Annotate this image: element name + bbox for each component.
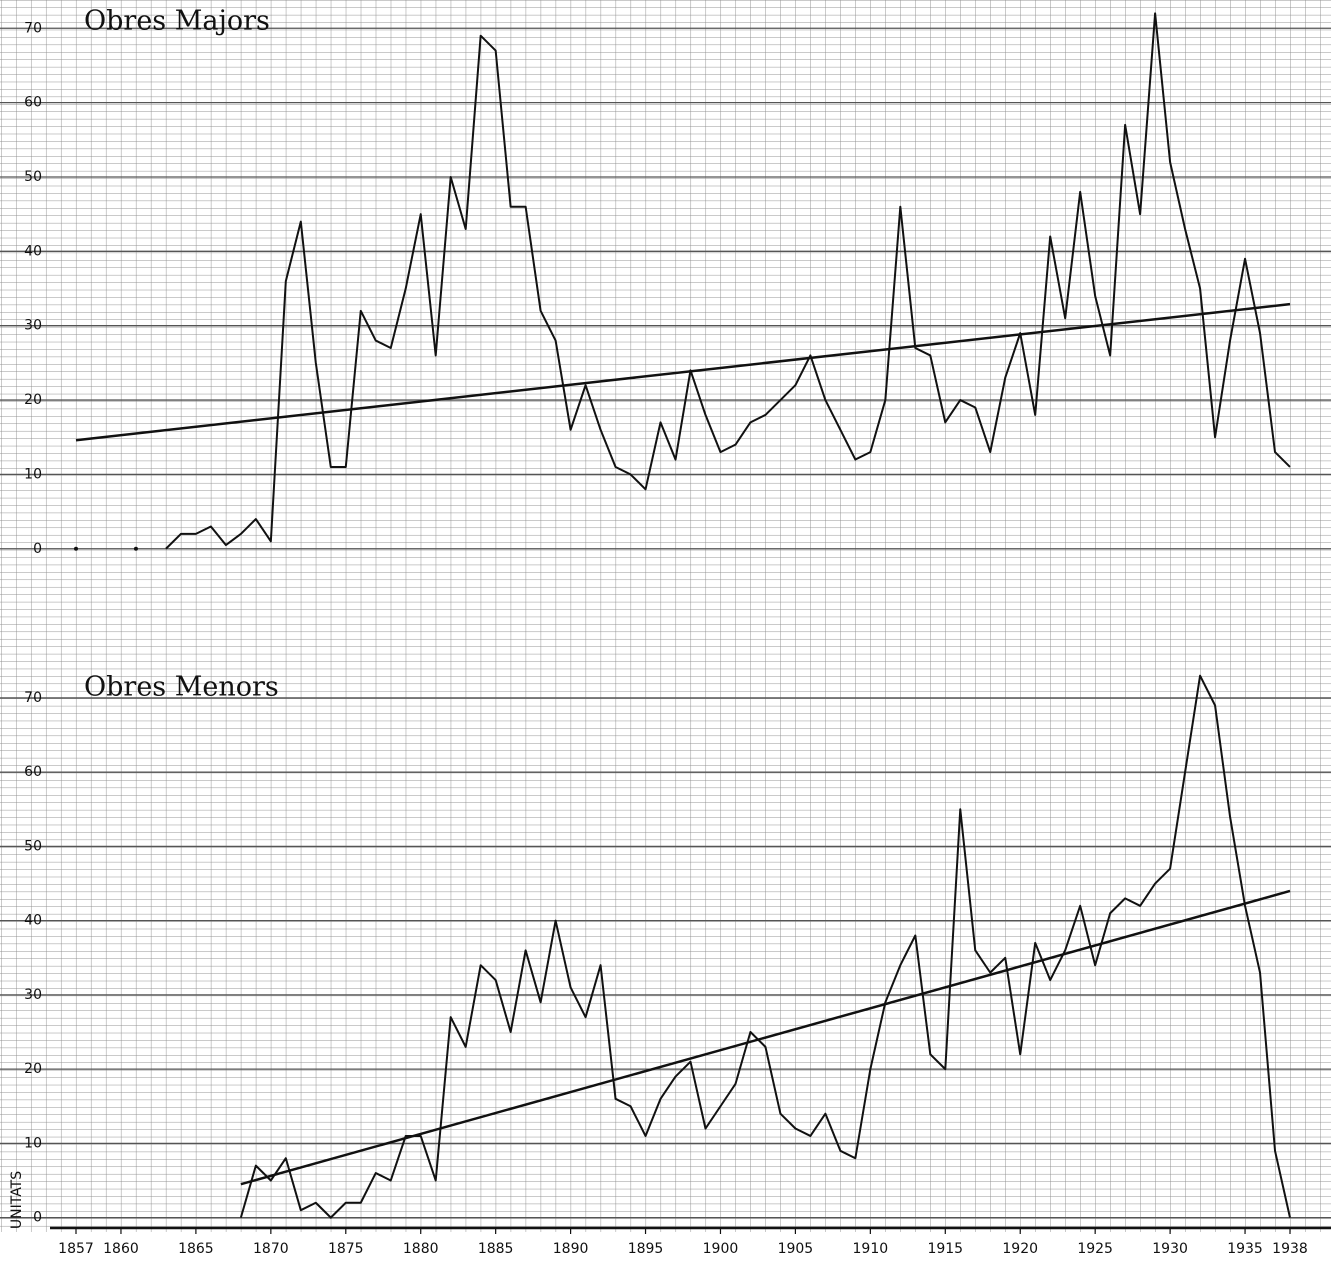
y-tick-label: 70: [24, 20, 42, 36]
y-tick-label: 50: [24, 169, 42, 185]
x-tick-label: 1885: [478, 1241, 514, 1257]
x-tick-label: 1875: [328, 1241, 364, 1257]
y-tick-label: 10: [24, 466, 42, 482]
x-tick-label: 1870: [253, 1241, 289, 1257]
y-tick-label: 30: [24, 987, 42, 1003]
y-tick-label: 40: [24, 243, 42, 259]
x-tick-label: 1880: [403, 1241, 439, 1257]
y-tick-label: 0: [33, 541, 42, 557]
plot-layer: 0 10 20 30 40 50 60 70 Obres Majors 0 10 20 30 40 50 60…: [0, 6, 1331, 1257]
y-tick-label: 70: [24, 690, 42, 706]
data-point: [74, 546, 78, 551]
x-tick-label: 1865: [178, 1241, 214, 1257]
y-tick-label: 10: [24, 1135, 42, 1151]
chart-title: Obres Majors: [84, 6, 270, 37]
y-tick-label: 40: [24, 913, 42, 929]
y-tick-label: 60: [24, 764, 42, 780]
x-tick-label: 1915: [927, 1241, 963, 1257]
x-tick-label: 1930: [1152, 1241, 1188, 1257]
x-tick-label: 1860: [103, 1241, 139, 1257]
y-tick-label: 60: [24, 95, 42, 111]
chart-title: Obres Menors: [84, 672, 279, 703]
x-tick-label: 1938: [1272, 1241, 1308, 1257]
x-tick-label: 1920: [1002, 1241, 1038, 1257]
x-tick-label: 1900: [703, 1241, 739, 1257]
y-tick-label: 50: [24, 838, 42, 854]
y-axis-label: UNITATS: [9, 1171, 25, 1229]
y-tick-label: 0: [33, 1210, 42, 1226]
x-tick-label: 1925: [1077, 1241, 1113, 1257]
graph-paper: [0, 0, 1331, 1232]
x-tick-label: 1857: [58, 1241, 94, 1257]
y-tick-label: 20: [24, 1061, 42, 1077]
x-tick-label: 1890: [553, 1241, 589, 1257]
x-tick-label: 1935: [1227, 1241, 1263, 1257]
trend-line: [75, 302, 1291, 442]
y-tick-label: 20: [24, 392, 42, 408]
y-tick-label: 30: [24, 318, 42, 334]
data-point: [133, 546, 138, 551]
x-tick-label: 1910: [853, 1241, 889, 1257]
x-tick-label: 1895: [628, 1241, 664, 1257]
x-tick-label: 1905: [778, 1241, 814, 1257]
trend-line: [240, 889, 1291, 1186]
